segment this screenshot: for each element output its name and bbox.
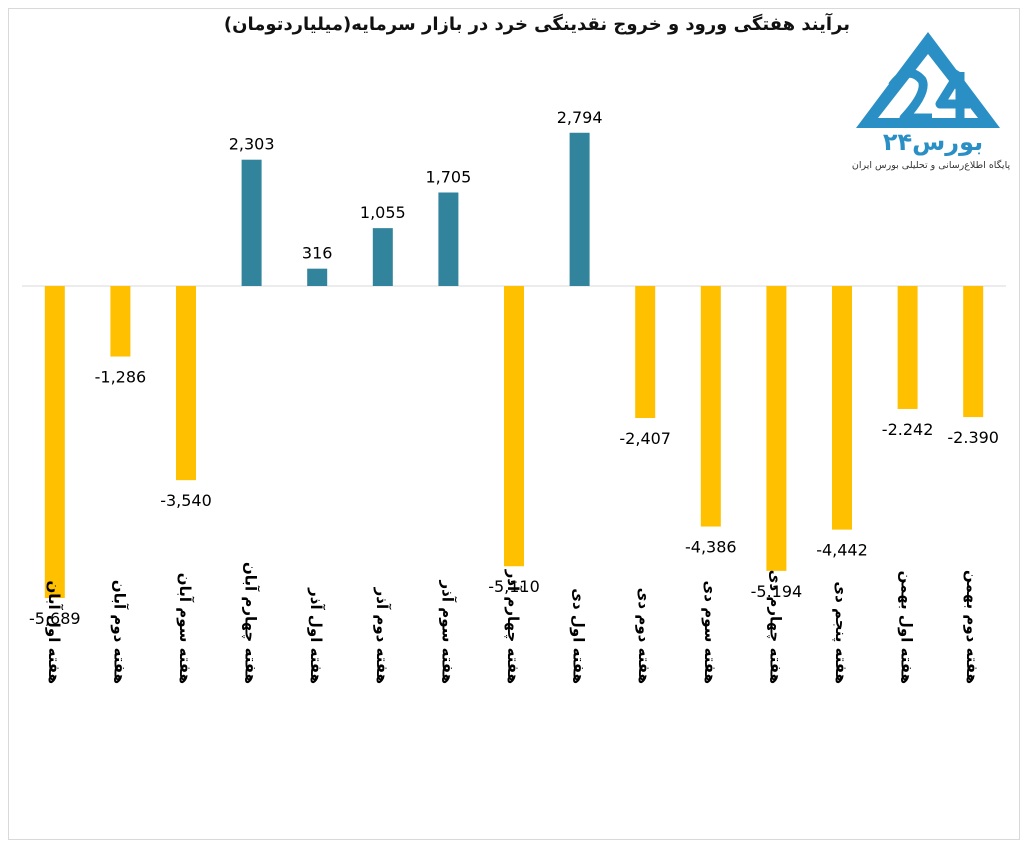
value-label-14: -2.242	[882, 420, 934, 439]
category-label-4: هفته چهارم آبان	[241, 562, 260, 684]
bar-12	[766, 286, 787, 571]
bar-1	[44, 286, 65, 598]
value-label-5: 316	[302, 244, 333, 263]
value-label-9: 2,794	[557, 108, 603, 127]
value-label-13: -4,442	[816, 541, 868, 560]
category-label-10: هفته دوم دی	[635, 588, 653, 684]
value-label-10: -2,407	[619, 429, 671, 448]
category-label-15: هفته دوم بهمن	[963, 570, 981, 684]
value-label-15: -2.390	[947, 428, 999, 447]
bar-7	[438, 192, 459, 286]
category-label-1: هفته اول آبان	[45, 580, 63, 684]
chart-frame	[8, 8, 1020, 840]
category-label-12: هفته چهارم دی	[765, 570, 784, 684]
category-label-6: هفته دوم آذر	[373, 587, 391, 684]
bar-13	[832, 286, 852, 530]
bars-group	[44, 132, 984, 598]
category-label-11: هفته سوم دی	[701, 581, 719, 684]
bar-11	[700, 286, 721, 527]
logo-tagline: پایگاه اطلاع‌رسانی و تحلیلی بورس ایران	[851, 160, 1011, 171]
bar-9	[569, 132, 590, 286]
value-label-12: -5.194	[751, 582, 803, 601]
value-label-1: -5,689	[29, 609, 81, 628]
category-label-14: هفته اول بهمن	[898, 571, 916, 684]
value-label-6: 1,055	[360, 203, 406, 222]
bourse24-logo-icon	[856, 32, 1000, 128]
category-label-7: هفته سوم آذر	[438, 580, 456, 684]
bar-6	[372, 228, 393, 286]
bar-5	[307, 268, 328, 286]
value-label-3: -3,540	[160, 491, 212, 510]
bar-4	[241, 159, 262, 286]
value-label-4: 2,303	[229, 135, 275, 154]
category-label-9: هفته اول دی	[570, 588, 588, 684]
category-labels-group: هفته اول آبان هفته دوم آبان هفته سوم آبان ه…	[45, 562, 981, 684]
value-label-11: -4,386	[685, 538, 737, 557]
category-label-13: هفته پنجم دی	[831, 581, 850, 684]
bar-8	[504, 286, 524, 567]
value-label-2: -1,286	[95, 368, 147, 387]
bar-15	[963, 286, 984, 418]
value-label-7: 1,705	[425, 167, 471, 186]
value-label-8: -5,110	[488, 577, 540, 596]
chart-title: برآیند هفتگی ورود و خروج نقدینگی خرد در …	[223, 14, 850, 35]
category-label-3: هفته سوم آبان	[176, 573, 194, 684]
bar-2	[110, 286, 131, 357]
category-label-8: هفته چهارم آذر	[503, 569, 522, 684]
bar-3	[176, 286, 196, 481]
category-label-2: هفته دوم آبان	[110, 580, 128, 684]
logo-name: بورس۲۴	[882, 128, 984, 156]
bar-10	[635, 286, 656, 419]
category-label-5: هفته اول آذر	[307, 587, 325, 684]
value-labels-group: -5,689 -1,286 -3,540 2,303 316 1,055 1,705 -5,1…	[29, 108, 999, 628]
bar-14	[897, 286, 918, 409]
